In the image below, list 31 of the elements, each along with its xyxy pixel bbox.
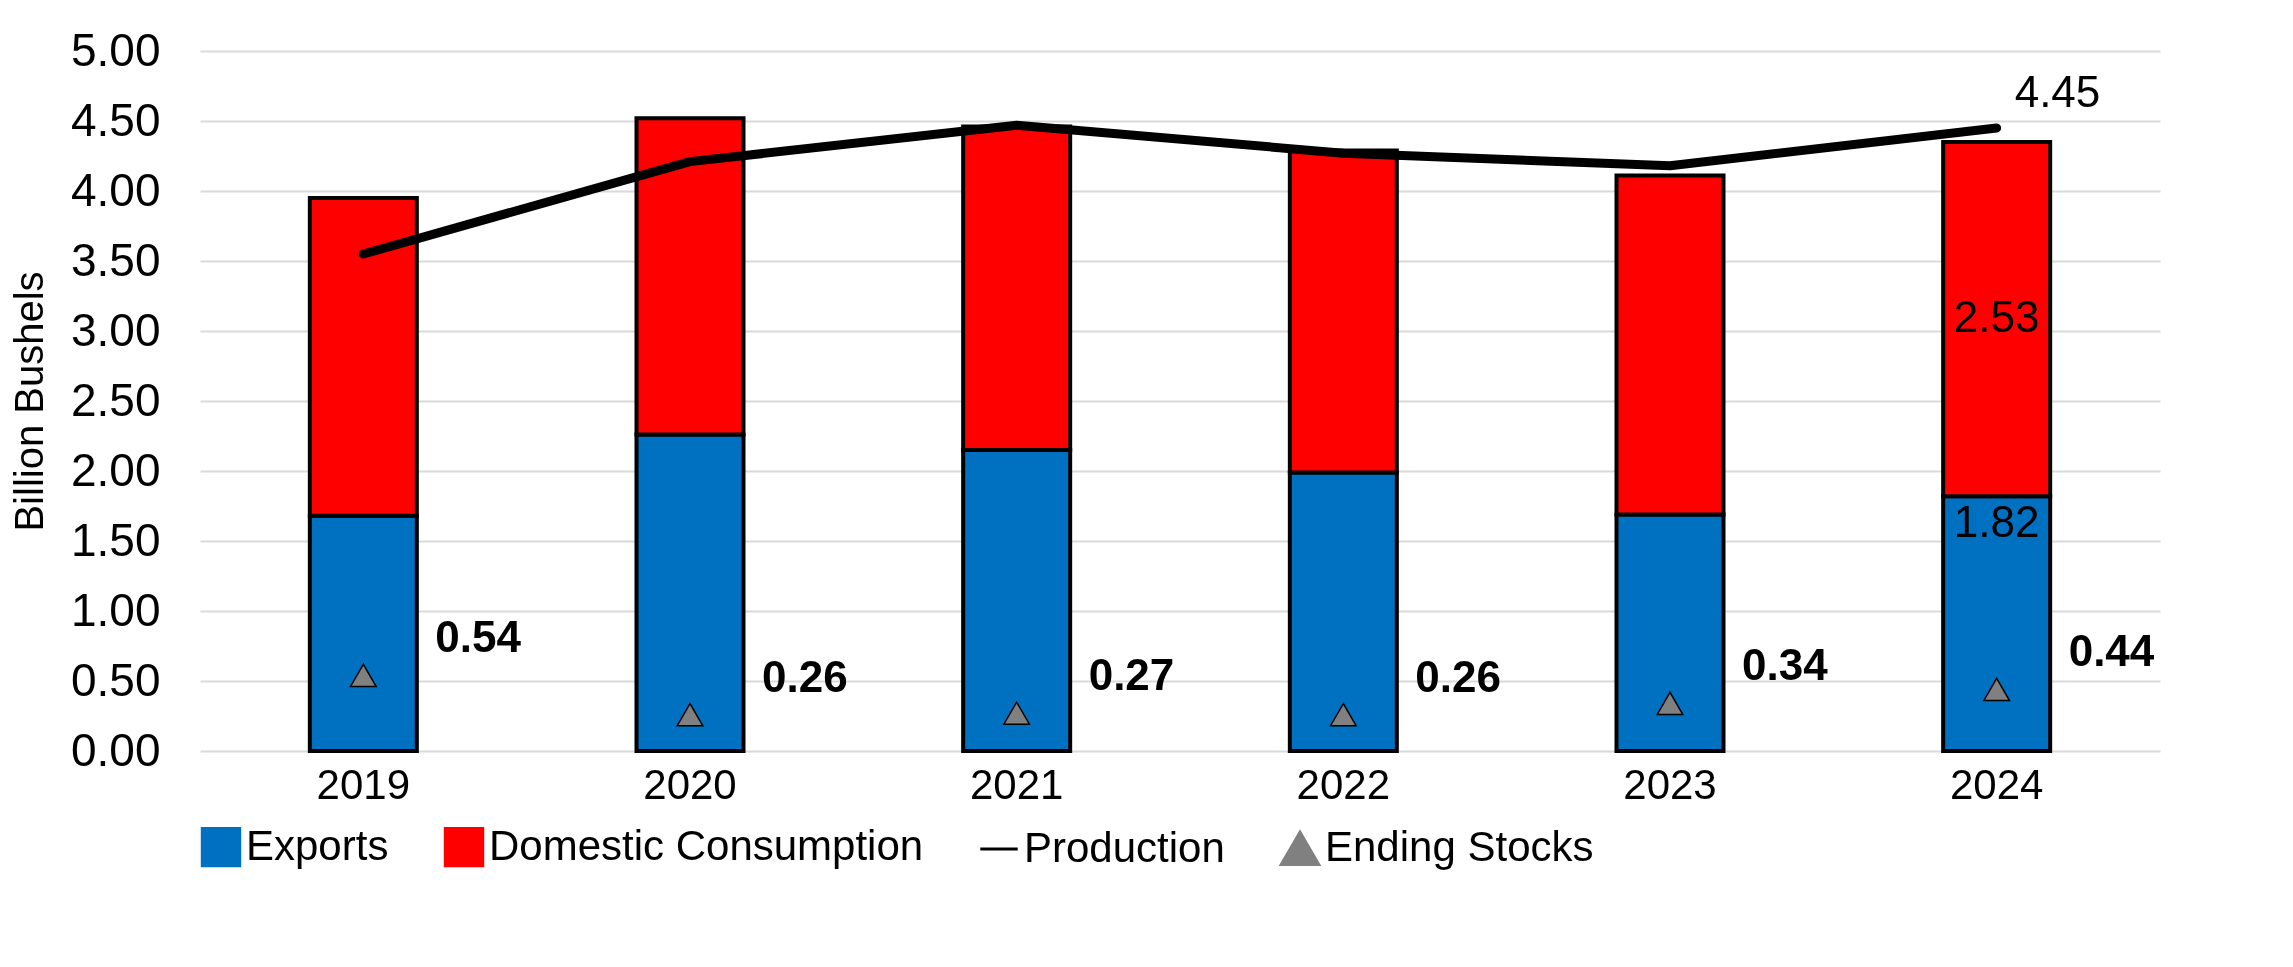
y-tick-label: 0.50 xyxy=(70,653,161,706)
legend-label: Ending Stocks xyxy=(1325,823,1594,871)
y-tick-label: 0.00 xyxy=(70,723,161,776)
x-tick-label: 2022 xyxy=(1296,760,1391,808)
legend-label: Domestic Consumption xyxy=(489,822,924,870)
x-tick-label: 2021 xyxy=(969,760,1064,808)
data-label: 0.26 xyxy=(762,651,848,701)
y-tick-label: 1.00 xyxy=(70,583,161,636)
y-tick-label: 2.50 xyxy=(70,373,161,426)
x-tick-label: 2019 xyxy=(316,760,411,808)
y-tick-label: 1.50 xyxy=(70,513,161,566)
y-tick-label: 4.00 xyxy=(70,163,161,216)
data-label: 0.44 xyxy=(2068,626,2155,676)
y-tick-label: 4.50 xyxy=(70,93,161,146)
y-tick-label: 5.00 xyxy=(70,23,161,76)
y-tick-label: 2.00 xyxy=(70,443,161,496)
y-tick-label: 3.50 xyxy=(70,233,161,286)
legend-label: Production xyxy=(1024,824,1225,871)
x-tick-label: 2024 xyxy=(1949,760,2044,808)
x-tick-label: 2020 xyxy=(643,760,737,808)
data-label: 0.34 xyxy=(1742,640,1829,690)
data-label: 0.54 xyxy=(435,612,522,662)
data-label: 2.53 xyxy=(1953,292,2040,342)
data-label: 0.26 xyxy=(1415,651,1501,701)
x-tick-label: 2023 xyxy=(1623,760,1717,808)
y-tick-label: 3.00 xyxy=(70,303,161,356)
data-label: 1.82 xyxy=(1953,497,2040,547)
y-axis-title: Billion Bushels xyxy=(6,271,51,532)
data-label: 4.45 xyxy=(2014,67,2101,116)
data-label: 0.27 xyxy=(1088,650,1175,700)
legend-label: Exports xyxy=(246,822,389,870)
